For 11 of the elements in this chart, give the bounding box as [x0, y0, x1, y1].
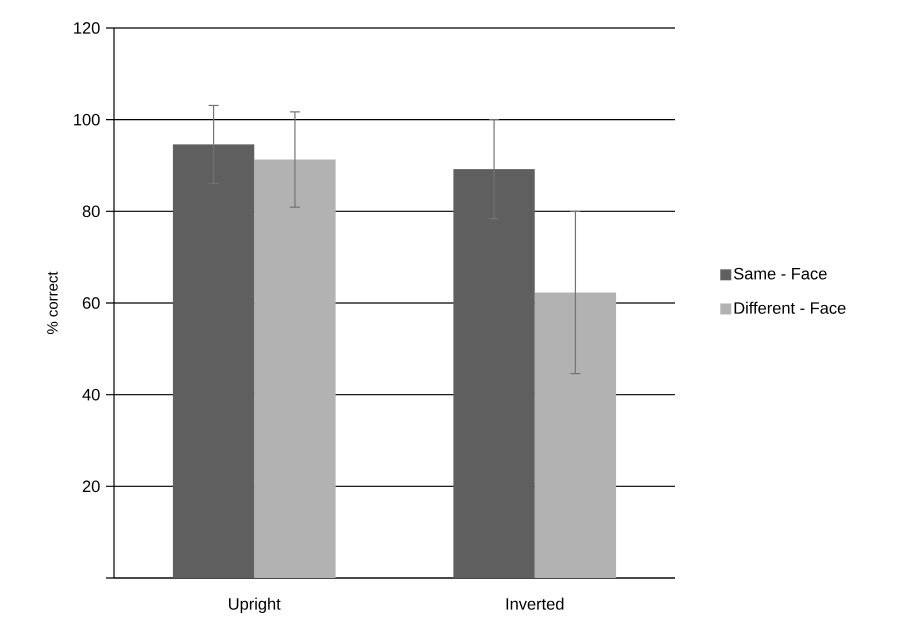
y-tick-label: 40 [82, 388, 100, 400]
legend-label: Same - Face [734, 268, 827, 280]
legend-label: Different - Face [734, 302, 846, 314]
x-tick-label: Upright [229, 598, 281, 613]
x-tick-label: Inverted [506, 598, 564, 610]
y-axis-title: % correct [47, 272, 58, 334]
y-tick-label: 60 [82, 297, 100, 309]
y-tick-label: 100 [74, 114, 100, 126]
y-tick-label: 20 [82, 480, 100, 492]
y-tick-label: 80 [82, 206, 100, 218]
y-tick-label: 120 [74, 22, 100, 34]
